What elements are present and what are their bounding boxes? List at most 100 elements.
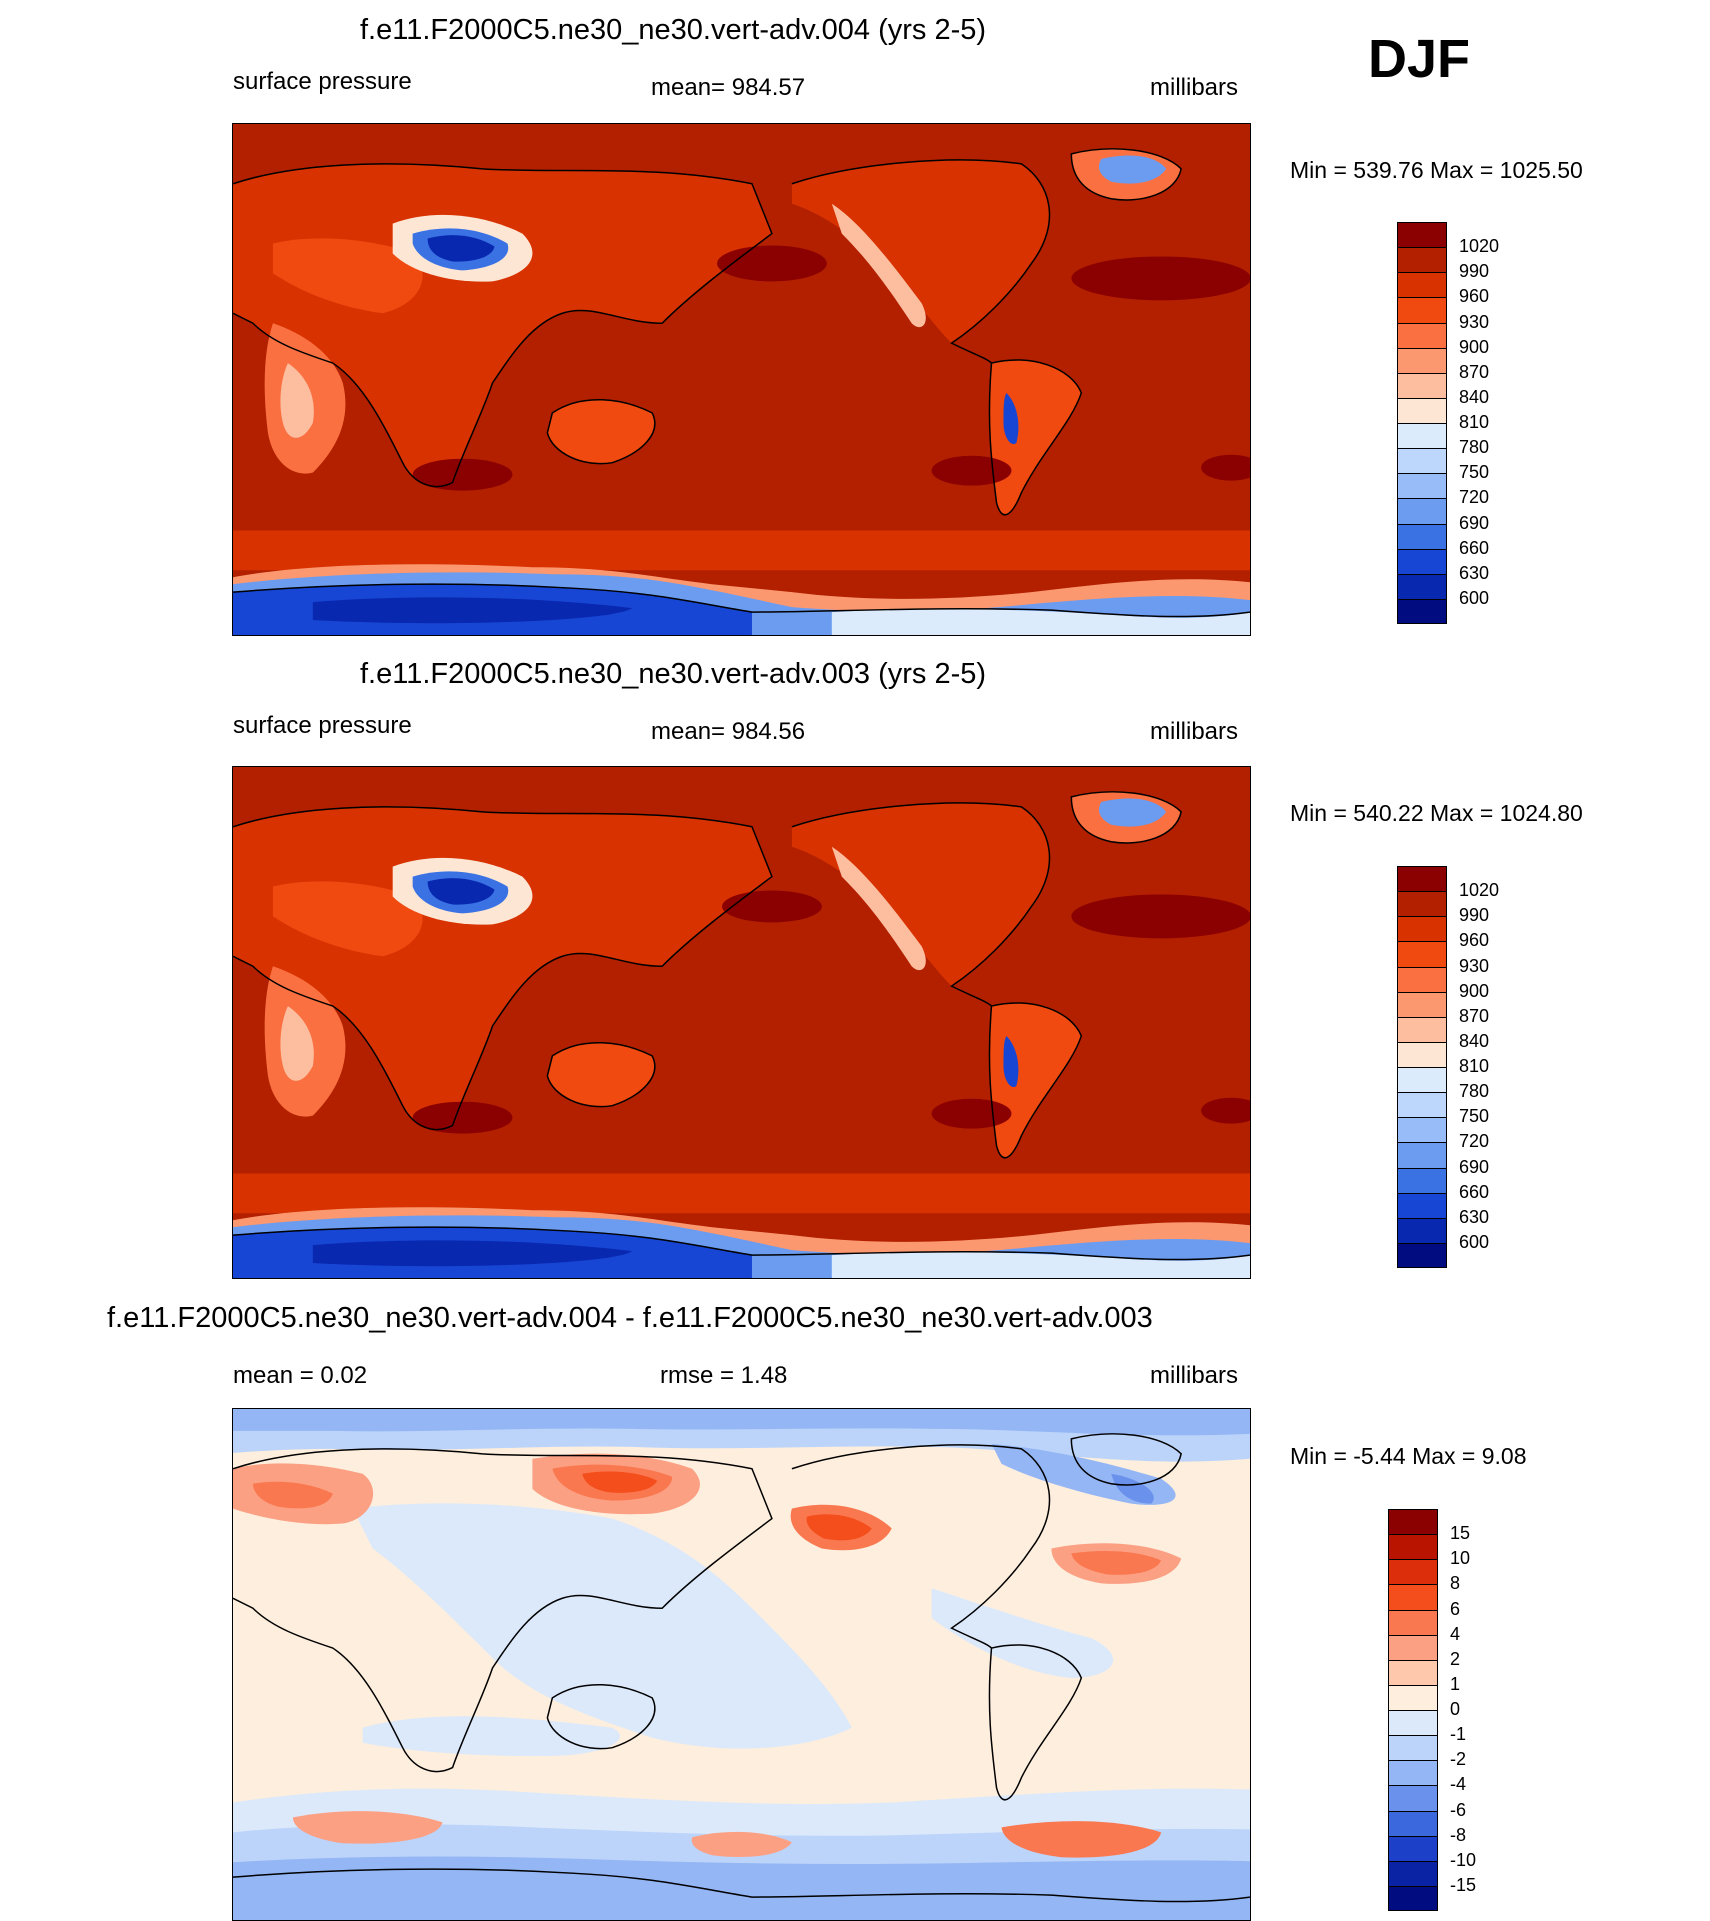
colorbar-swatch	[1388, 1785, 1438, 1811]
panel1-map	[232, 123, 1251, 636]
panel2-surface-pressure-field	[233, 767, 1250, 1278]
colorbar-swatch	[1397, 966, 1447, 992]
colorbar-swatch	[1397, 1167, 1447, 1193]
colorbar-swatch	[1388, 1659, 1438, 1685]
colorbar-tick-label: 1020	[1459, 236, 1500, 257]
colorbar-swatch	[1397, 297, 1447, 323]
panel3-mean-label: mean = 0.02	[233, 1362, 368, 1389]
panel1-colorbar-swatches	[1397, 222, 1447, 624]
colorbar-tick-label: 870	[1459, 1005, 1490, 1026]
colorbar-tick-label: 780	[1459, 1081, 1490, 1102]
panel2-colorbar-swatches	[1397, 866, 1447, 1268]
colorbar-swatch	[1397, 1217, 1447, 1243]
colorbar-tick-label: 930	[1459, 955, 1490, 976]
colorbar-tick-label: 930	[1459, 311, 1490, 332]
colorbar-swatch	[1388, 1584, 1438, 1610]
colorbar-tick-label: 990	[1459, 261, 1490, 282]
colorbar-swatch	[1388, 1835, 1438, 1861]
panel3-difference-field	[233, 1409, 1250, 1920]
colorbar-tick-label: 900	[1459, 336, 1490, 357]
colorbar-swatch	[1397, 423, 1447, 449]
season-label: DJF	[1368, 29, 1471, 89]
colorbar-tick-label: 840	[1459, 386, 1490, 407]
panel3-map	[232, 1408, 1251, 1921]
colorbar-swatch	[1397, 991, 1447, 1017]
colorbar-swatch	[1397, 866, 1447, 892]
colorbar-tick-label: 2	[1450, 1648, 1461, 1669]
colorbar-swatch	[1397, 1117, 1447, 1143]
colorbar-tick-label: 4	[1450, 1623, 1461, 1644]
colorbar-tick-label: 630	[1459, 1206, 1490, 1227]
colorbar-swatch	[1397, 1041, 1447, 1067]
colorbar-tick-label: -15	[1450, 1874, 1477, 1895]
colorbar-tick-label: 0	[1450, 1699, 1461, 1719]
colorbar-tick-label: -4	[1450, 1774, 1467, 1795]
colorbar-tick-label: 1020	[1459, 880, 1500, 901]
panel1-minmax-label: Min = 539.76 Max = 1025.50	[1290, 157, 1583, 183]
colorbar-swatch	[1397, 548, 1447, 574]
colorbar-swatch	[1397, 941, 1447, 967]
panel2-colorbar-frame	[1397, 866, 1447, 1268]
panel1-units-label: millibars	[1150, 74, 1239, 101]
panel1-variable-label: surface pressure	[233, 68, 412, 95]
colorbar-swatch	[1397, 523, 1447, 549]
colorbar-tick-label: 720	[1459, 487, 1490, 508]
colorbar-swatch	[1388, 1534, 1438, 1560]
colorbar-swatch	[1397, 347, 1447, 373]
colorbar-swatch	[1388, 1710, 1438, 1736]
colorbar-swatch	[1397, 1192, 1447, 1218]
colorbar-tick-label: 630	[1459, 562, 1490, 583]
colorbar-swatch	[1397, 916, 1447, 942]
panel3-colorbar: 15 10 8 6 4 2 1 0 -1 -2 -4 -6 -8 -10 -15	[1388, 1509, 1476, 1911]
colorbar-swatch	[1397, 448, 1447, 474]
colorbar-swatch	[1397, 322, 1447, 348]
colorbar-swatch	[1397, 891, 1447, 917]
colorbar-tick-label: -6	[1450, 1799, 1467, 1820]
colorbar-tick-label: 10	[1450, 1548, 1471, 1569]
colorbar-swatch	[1388, 1860, 1438, 1886]
panel1-colorbar-labels: 1020 990 960 930 900 870 840 810 780 750 720 690 660…	[1459, 222, 1519, 624]
colorbar-swatch	[1397, 1242, 1447, 1268]
panel2-variable-label: surface pressure	[233, 712, 412, 739]
colorbar-swatch	[1397, 222, 1447, 248]
colorbar-tick-label: 660	[1459, 1181, 1490, 1202]
colorbar-swatch	[1397, 1016, 1447, 1042]
colorbar-tick-label: 900	[1459, 980, 1490, 1001]
panel2-title: f.e11.F2000C5.ne30_ne30.vert-adv.003 (yr…	[360, 658, 987, 690]
colorbar-swatch	[1388, 1760, 1438, 1786]
colorbar-swatch	[1388, 1735, 1438, 1761]
panel2-colorbar: 1020 990 960 930 900 870 840 810 780 750 720 690 660…	[1397, 866, 1499, 1268]
panel2-minmax-label: Min = 540.22 Max = 1024.80	[1290, 800, 1583, 826]
colorbar-tick-label: -1	[1450, 1724, 1467, 1745]
colorbar-tick-label: 720	[1459, 1131, 1490, 1152]
panel2-mean-label: mean= 984.56	[651, 718, 806, 745]
colorbar-tick-label: 690	[1459, 512, 1490, 533]
colorbar-swatch	[1397, 1092, 1447, 1118]
colorbar-tick-label: 870	[1459, 361, 1490, 382]
colorbar-tick-label: 810	[1459, 412, 1490, 432]
colorbar-tick-label: 810	[1459, 1056, 1490, 1076]
panel1-colorbar: 1020 990 960 930 900 870 840 810 780 750 720 690 660…	[1397, 222, 1499, 624]
colorbar-tick-label: 960	[1459, 286, 1490, 307]
colorbar-tick-label: 840	[1459, 1030, 1490, 1051]
panel1-colorbar-frame	[1397, 222, 1447, 624]
colorbar-swatch	[1397, 397, 1447, 423]
colorbar-swatch	[1388, 1509, 1438, 1535]
panel1-title: f.e11.F2000C5.ne30_ne30.vert-adv.004 (yr…	[360, 14, 987, 46]
colorbar-tick-label: -8	[1450, 1824, 1467, 1845]
colorbar-tick-label: 8	[1450, 1573, 1461, 1594]
colorbar-tick-label: 690	[1459, 1156, 1490, 1177]
colorbar-swatch	[1397, 573, 1447, 599]
colorbar-swatch	[1397, 498, 1447, 524]
panel3-title: f.e11.F2000C5.ne30_ne30.vert-adv.004 - f…	[107, 1302, 1153, 1334]
colorbar-swatch	[1397, 473, 1447, 499]
colorbar-swatch	[1397, 1142, 1447, 1168]
colorbar-swatch	[1388, 1684, 1438, 1710]
colorbar-swatch	[1397, 1067, 1447, 1093]
colorbar-tick-label: 990	[1459, 905, 1490, 926]
colorbar-tick-label: 6	[1450, 1598, 1461, 1619]
panel1-mean-label: mean= 984.57	[651, 74, 806, 101]
panel3-minmax-label: Min = -5.44 Max = 9.08	[1290, 1443, 1527, 1469]
colorbar-tick-label: 600	[1459, 587, 1490, 608]
colorbar-swatch	[1397, 598, 1447, 624]
